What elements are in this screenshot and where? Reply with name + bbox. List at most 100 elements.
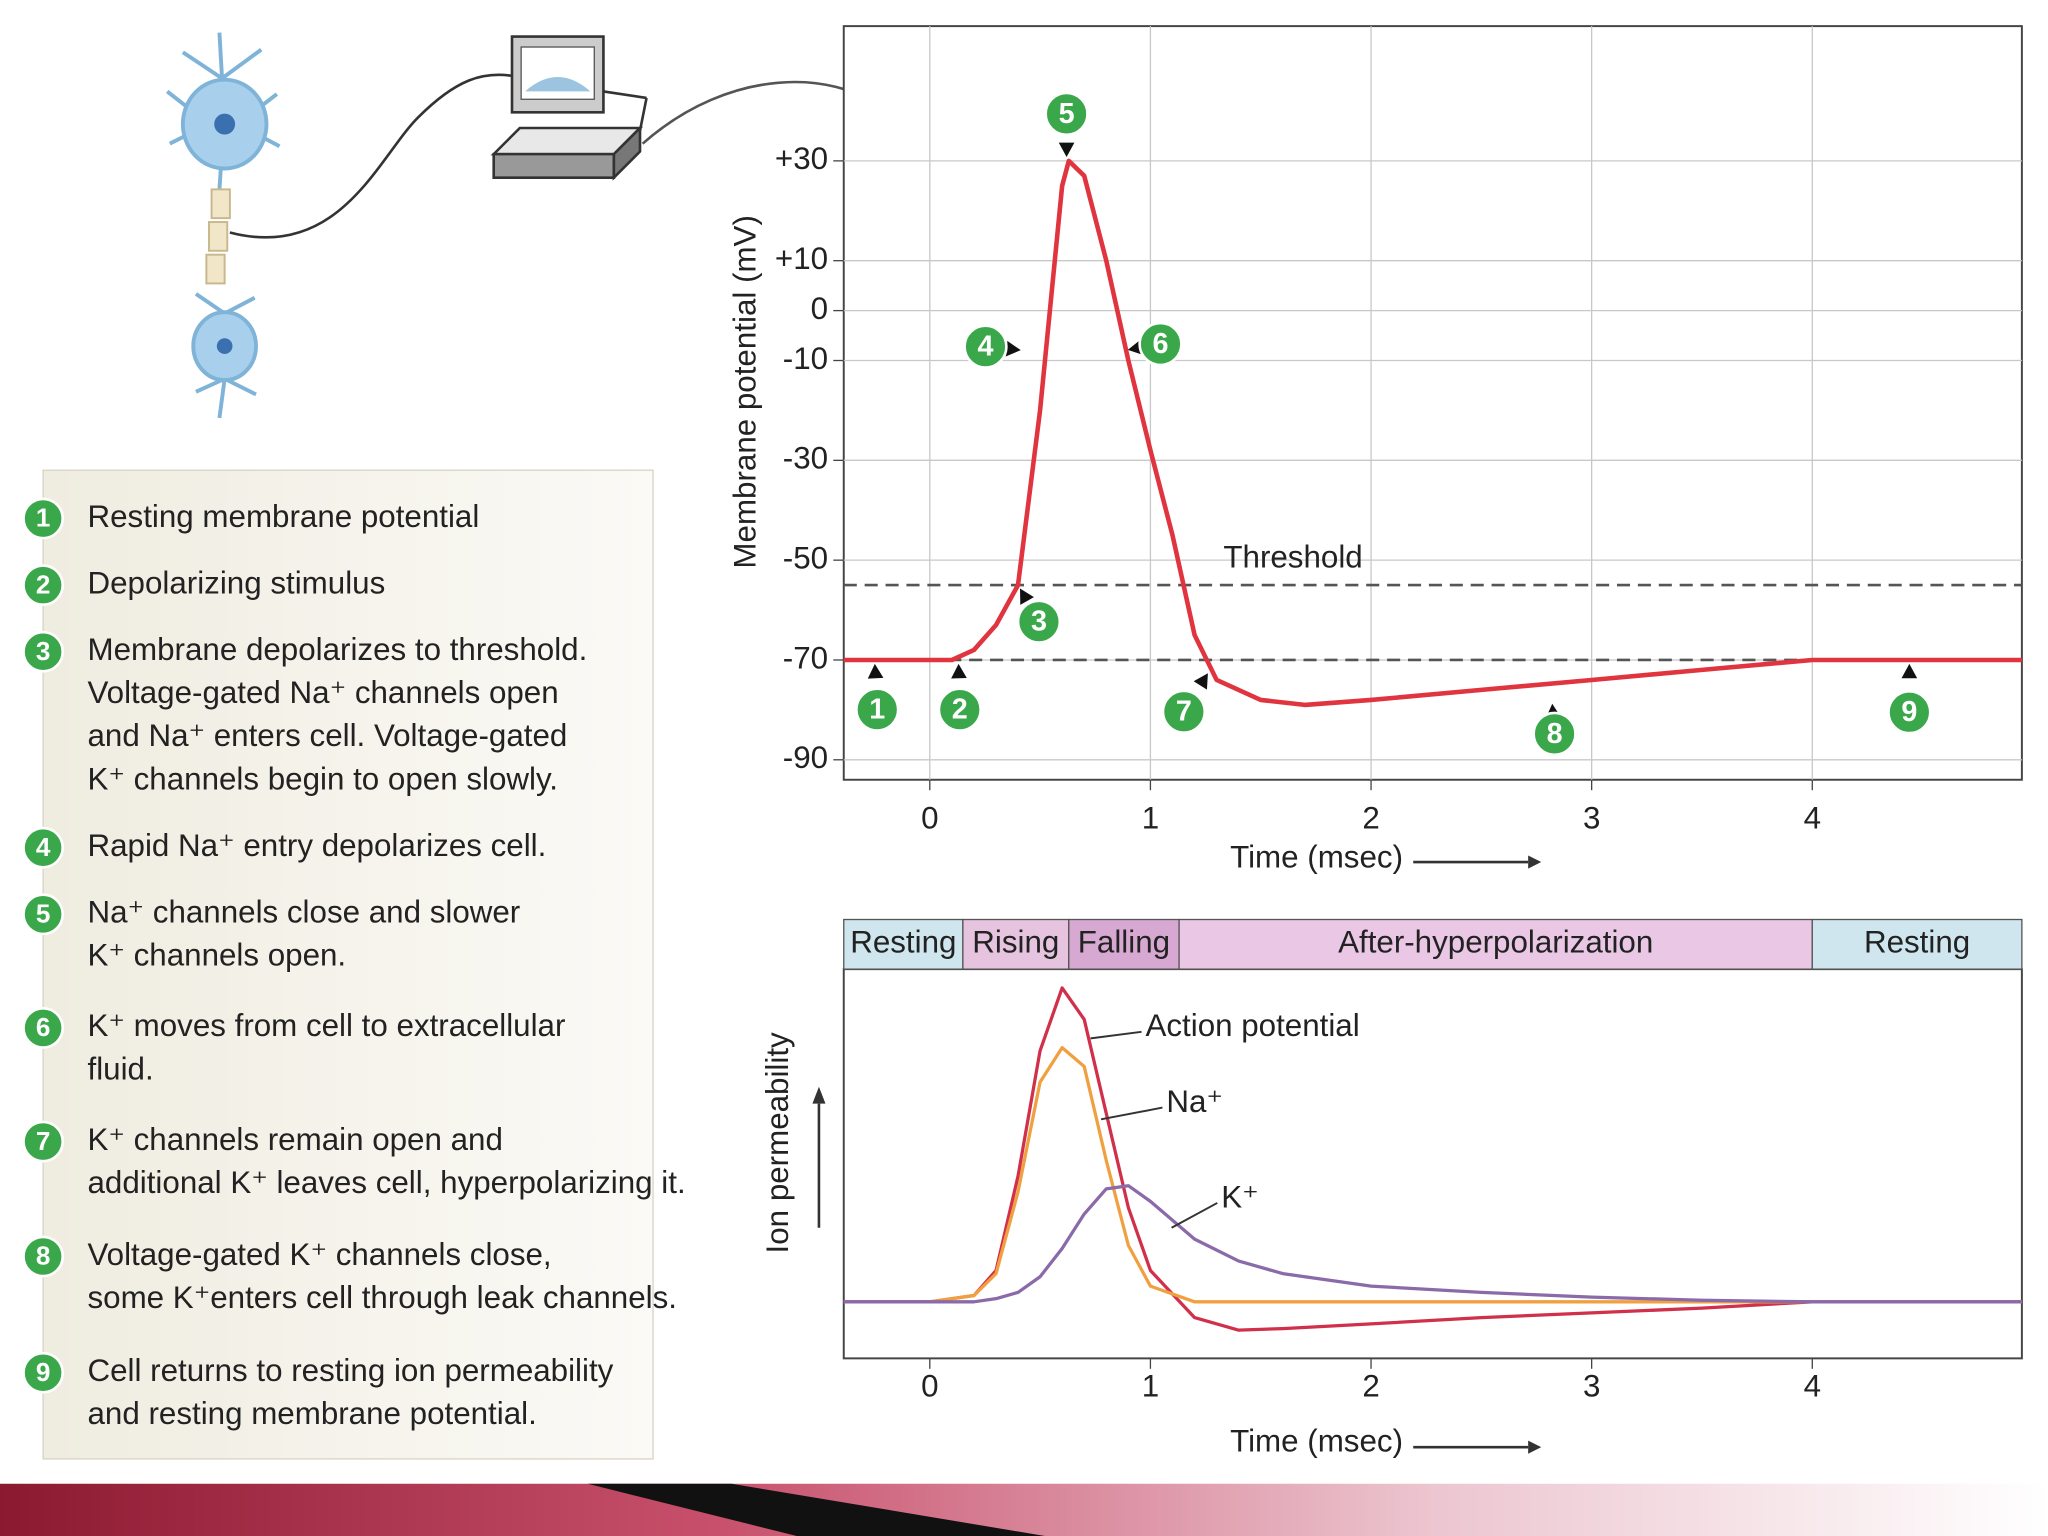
step-marker (22, 1120, 64, 1163)
annotation-marker (963, 324, 1008, 369)
annotation-label: 5 (1059, 98, 1075, 130)
x-tick-label: 0 (921, 801, 938, 836)
meter (490, 35, 905, 181)
step-number: 5 (36, 898, 51, 928)
phase-label: Rising (972, 925, 1059, 960)
phase-label: After-hyperpolarization (1338, 925, 1653, 960)
step-text: and resting membrane potential. (88, 1396, 537, 1431)
step-marker (22, 1351, 64, 1394)
step-text: K⁺ channels begin to open slowly. (88, 761, 559, 796)
step-text: Rapid Na⁺ entry depolarizes cell. (88, 828, 547, 863)
step-number: 6 (36, 1012, 51, 1042)
step-text: K⁺ moves from cell to extracellular (88, 1008, 566, 1043)
data-line (843, 1184, 2022, 1304)
annotation-marker (937, 687, 982, 732)
step-number: 1 (36, 503, 51, 533)
annotation-marker (1532, 711, 1577, 757)
y-tick-label: 0 (811, 291, 828, 326)
step-number: 7 (36, 1126, 51, 1156)
axis-arrow (812, 1086, 826, 1104)
y-tick-label: -50 (783, 540, 828, 575)
leader-line (1090, 1030, 1142, 1040)
annotation-label: 6 (1153, 328, 1169, 360)
phase-label: Resting (1864, 925, 1970, 960)
phase-label: Resting (850, 925, 956, 960)
y-axis-label: Ion permeability (760, 1032, 795, 1253)
banner-wedge (587, 1483, 1045, 1536)
axis-arrow (1528, 1440, 1542, 1454)
step-text: and Na⁺ enters cell. Voltage-gated (88, 718, 568, 753)
step-marker (22, 893, 64, 936)
charts: 0 1 2 3 4 +30 +10 0 -10 -30 -50 -70 -90 Threshold Time… (22, 25, 2023, 1459)
y-tick-label: -70 (783, 640, 828, 675)
data-line (843, 158, 2022, 708)
step-text: fluid. (88, 1051, 154, 1086)
annotation-label: 3 (1031, 606, 1047, 638)
annotation-arrow (951, 663, 967, 679)
annotation-marker (855, 687, 900, 732)
x-axis-label: Time (msec) (1230, 840, 1403, 875)
step-marker (22, 564, 64, 607)
wire (229, 73, 513, 239)
step-text: Membrane depolarizes to threshold. (88, 632, 588, 667)
step-text: Voltage-gated Na⁺ channels open (88, 675, 559, 710)
leader-line (1171, 1202, 1218, 1229)
axis-arrow (1528, 855, 1542, 869)
annotation-arrow (1193, 673, 1208, 690)
annotation-label: 7 (1176, 696, 1192, 728)
y-axis-label: Membrane potential (mV) (727, 215, 762, 568)
x-tick-label: 4 (1804, 801, 1821, 836)
annotation-label: 4 (977, 331, 993, 363)
y-tick-label: +30 (775, 141, 828, 176)
x-tick-label: 2 (1362, 1369, 1379, 1404)
x-tick-label: 1 (1142, 801, 1159, 836)
step-marker (22, 630, 64, 673)
step-number: 3 (36, 636, 51, 666)
step-marker (22, 826, 64, 869)
phase-band (1068, 918, 1180, 970)
phase-band (843, 918, 964, 970)
phase-band (1178, 918, 1813, 970)
step-number: 8 (36, 1241, 51, 1271)
reference-label: Threshold (1223, 539, 1362, 574)
annotation-arrow (1019, 588, 1034, 605)
x-tick-label: 3 (1583, 801, 1600, 836)
step-text: Cell returns to resting ion permeability (88, 1353, 614, 1388)
step-number: 2 (36, 569, 51, 599)
annotation-label: 8 (1547, 718, 1563, 750)
series-label: Na⁺ (1166, 1084, 1223, 1119)
step-text: additional K⁺ leaves cell, hyperpolarizi… (88, 1165, 686, 1200)
y-tick-label: -30 (783, 441, 828, 476)
annotation-arrow (1058, 142, 1075, 157)
annotation-marker (1138, 321, 1183, 367)
x-tick-label: 2 (1362, 801, 1379, 836)
annotation-arrow (1901, 663, 1918, 679)
step-text: Voltage-gated K⁺ channels close, (88, 1237, 552, 1272)
x-tick-label: 4 (1804, 1369, 1821, 1404)
annotation-label: 9 (1901, 696, 1917, 728)
step-text: some K⁺enters cell through leak channels… (88, 1280, 677, 1315)
neuron-illustration (165, 32, 281, 419)
annotation-label: 1 (869, 694, 885, 726)
leader-line (1100, 1106, 1163, 1121)
step-text: Depolarizing stimulus (88, 565, 386, 600)
y-tick-label: -10 (783, 341, 828, 376)
annotation-marker (1161, 689, 1207, 734)
series-label: K⁺ (1221, 1179, 1258, 1214)
step-marker (22, 1235, 64, 1278)
series-label: Action potential (1145, 1008, 1359, 1043)
y-tick-label: +10 (775, 241, 828, 276)
phase-label: Falling (1078, 925, 1170, 960)
annotation-arrow (1005, 340, 1021, 357)
step-text: Na⁺ channels close and slower (88, 895, 521, 930)
step-number: 9 (36, 1357, 51, 1387)
step-marker (22, 1007, 64, 1049)
steps-box (42, 469, 654, 1460)
step-text: Resting membrane potential (88, 499, 480, 534)
annotation-arrow (867, 663, 884, 679)
annotation-marker (1887, 690, 1932, 735)
x-tick-label: 1 (1142, 1369, 1159, 1404)
step-number: 4 (36, 832, 51, 862)
